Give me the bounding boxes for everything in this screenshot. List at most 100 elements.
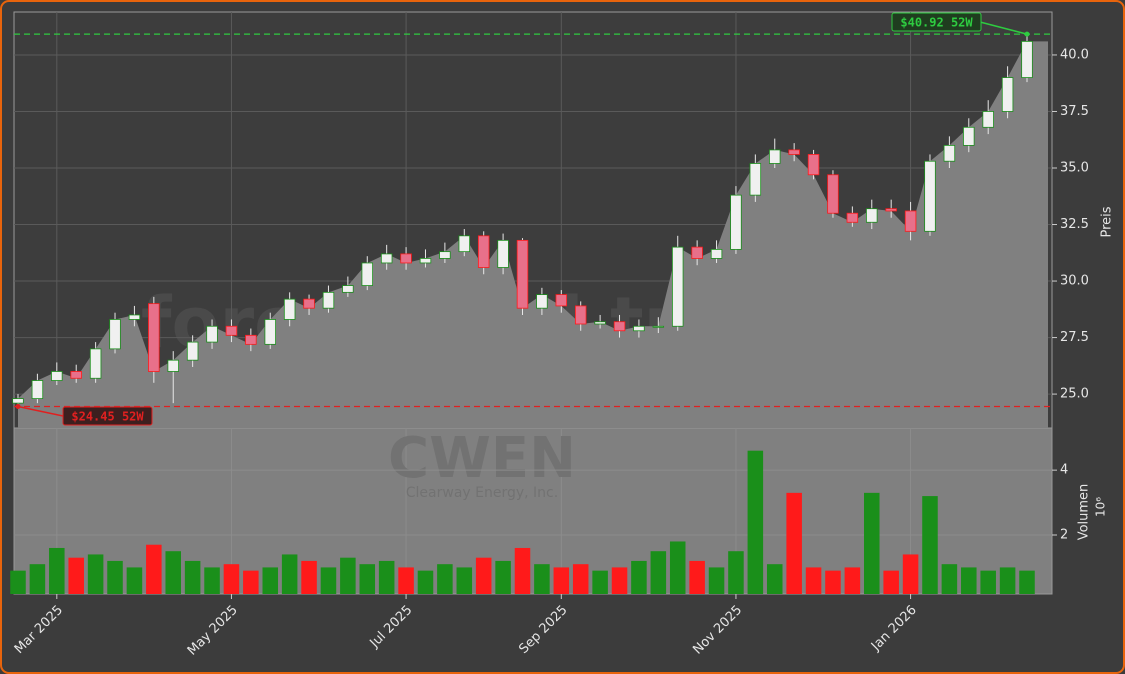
candle-body [51, 371, 63, 381]
volume-bar [204, 567, 220, 594]
candle-body [807, 154, 820, 176]
candle-body [1001, 77, 1014, 112]
candle-body [613, 321, 626, 332]
candle-body [866, 208, 878, 223]
y-tick-label: 37.5 [1060, 104, 1089, 119]
candle-body [904, 210, 917, 232]
annotation-arrow [17, 405, 64, 417]
candle-body [128, 314, 141, 320]
annotation-box [62, 406, 153, 426]
candle-body [633, 325, 645, 332]
volume-bar [378, 560, 395, 594]
candle-body [225, 325, 238, 336]
candle-body [769, 149, 781, 164]
volume-bar [281, 554, 298, 594]
volume-bar [980, 570, 996, 594]
candle-body [148, 303, 160, 372]
candle-body [982, 111, 994, 128]
candle-body [652, 325, 665, 328]
volume-bar [29, 564, 46, 594]
volume-bar [553, 567, 570, 594]
volume-bar [805, 567, 822, 594]
candle-body [458, 235, 471, 253]
candle-body [264, 319, 276, 345]
candle-body [206, 325, 218, 343]
volume-bar [262, 567, 279, 594]
volume-bar [417, 570, 434, 594]
candle-body [788, 149, 800, 155]
volume-bar [1019, 570, 1035, 594]
volume-bar [534, 564, 550, 594]
candle-body [439, 251, 451, 259]
y-tick-label: 35.0 [1060, 161, 1089, 176]
volume-bar [359, 564, 376, 594]
volume-bar [184, 560, 201, 594]
volume-bar [10, 570, 26, 594]
annotation-label: $24.45 52W [71, 410, 144, 424]
volume-bar [689, 560, 705, 594]
volume-bar [631, 560, 647, 594]
volume-bar [87, 554, 104, 594]
y-tick-label: 4 [1060, 463, 1068, 478]
candle-body [516, 239, 529, 309]
volume-bar [495, 560, 511, 594]
candle-body [283, 298, 296, 320]
y-tick-label: 32.5 [1060, 217, 1089, 232]
volume-bar [844, 567, 861, 594]
volume-bar [902, 554, 919, 594]
candle-body [109, 319, 121, 350]
volume-bar [650, 551, 667, 594]
volume-bar [398, 567, 414, 594]
candle-body [361, 262, 374, 286]
volume-bar [146, 544, 162, 594]
y-tick-label: 25.0 [1060, 387, 1089, 402]
volume-bar [68, 557, 84, 594]
candle-body [497, 239, 509, 268]
annotation-box [891, 12, 982, 32]
volume-bar [475, 557, 492, 594]
candle-body [730, 194, 742, 250]
volume-bar [999, 567, 1016, 594]
candle-body [691, 246, 703, 259]
arrow-head [15, 404, 21, 410]
candle-body [186, 341, 199, 361]
volume-bar [592, 570, 608, 594]
volume-bar [301, 560, 317, 594]
candle-body [31, 380, 44, 400]
volume-bar [825, 570, 841, 594]
volume-bar [456, 567, 473, 594]
candle-body [846, 212, 859, 223]
y-axis-label: Preis [1100, 206, 1115, 237]
volume-bar [514, 547, 531, 594]
candle-body [245, 334, 257, 345]
volume-bar [437, 564, 453, 594]
candle-body [749, 163, 762, 196]
volume-bar [708, 567, 725, 594]
candle-body [710, 248, 723, 259]
y-tick-label: 40.0 [1060, 47, 1089, 62]
candle-body [885, 208, 897, 212]
candle-body [167, 359, 179, 372]
volume-bar [223, 564, 240, 594]
candle-body [555, 294, 568, 307]
volume-bar [766, 564, 783, 594]
candle-body [963, 126, 975, 146]
candle-body [536, 294, 548, 309]
candle-body [827, 174, 839, 214]
candle-body [400, 253, 412, 264]
candle-body [671, 246, 684, 327]
candle-body [1021, 40, 1033, 78]
volume-bar [864, 492, 880, 594]
candle-body [380, 253, 393, 264]
candle-body [594, 321, 606, 325]
volume-bar [728, 551, 744, 594]
y-tick-label: 30.0 [1060, 274, 1089, 289]
volume-bar [669, 541, 686, 594]
volume-axis-label: Volumen [1077, 484, 1092, 541]
company: Clearway Energy, Inc. [406, 485, 558, 501]
volume-bar [165, 551, 181, 594]
candle-body [12, 398, 24, 404]
y-tick-label: 27.5 [1060, 330, 1089, 345]
volume-bar [107, 560, 123, 594]
